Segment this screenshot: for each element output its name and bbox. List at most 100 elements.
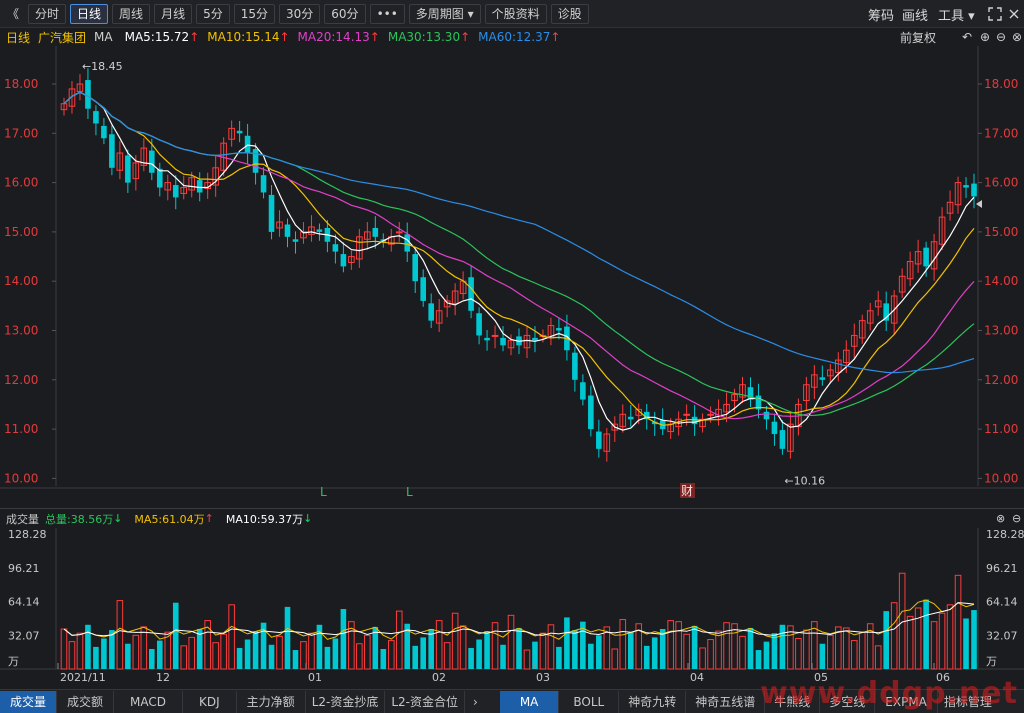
volume-chart[interactable]: 128.28 128.28 96.21 96.21 64.14 64.14 32.07 32.… (0, 528, 1024, 689)
collapse-icon[interactable]: 《 (7, 7, 20, 21)
volume-ma10: MA10:59.37万 (225, 512, 304, 526)
close-icon[interactable] (1008, 0, 1020, 28)
volume-bar (132, 634, 140, 670)
volume-bar (715, 630, 722, 670)
candle-body (188, 177, 196, 191)
tab-yuexian[interactable]: 月线 (154, 3, 193, 24)
price-axis-label-left: 10.00 (4, 471, 38, 485)
volume-bar (643, 645, 650, 669)
zoom-in-icon[interactable]: ⊕ (980, 30, 991, 44)
low-price-annotation: ←10.16 (784, 475, 825, 488)
tab-indicator-manage[interactable]: 指标管理 (943, 695, 992, 709)
tab-main-net[interactable]: 主力净额 (237, 690, 306, 713)
marker-l: L (320, 485, 327, 499)
candle-body (954, 182, 962, 206)
tab-bull-bear[interactable]: 牛熊线 (765, 690, 821, 713)
stock-profile-button[interactable]: 个股资料 (484, 3, 547, 24)
tab-macd[interactable]: MACD (114, 690, 184, 713)
volume-axis-label-right: 64.14 (986, 596, 1018, 609)
tab-boll[interactable]: BOLL (559, 690, 620, 713)
tab-zhouxian[interactable]: 周线 (112, 3, 151, 24)
tab-magic-nine[interactable]: 神奇九转 (619, 690, 687, 713)
diagnose-button[interactable]: 诊股 (550, 3, 589, 24)
price-axis-label-left: 18.00 (4, 77, 38, 91)
candle-body (395, 231, 403, 234)
tab-long-short[interactable]: 多空线 (820, 690, 876, 713)
volume-bar (180, 645, 188, 670)
volume-bar (125, 643, 131, 669)
tab-magic-five[interactable]: 神奇五线谱 (686, 690, 766, 713)
volume-axis-label-left: 128.28 (8, 528, 47, 541)
candle-body (971, 183, 977, 197)
volume-bar (739, 635, 746, 670)
volume-bar (387, 640, 395, 670)
price-axis-label-left: 14.00 (4, 274, 38, 288)
volume-bar (827, 634, 834, 670)
price-chart[interactable]: 18.00 18.00 17.00 17.00 16.00 16.00 15.00 15.00… (0, 46, 1024, 508)
volume-bar (731, 623, 738, 670)
adjust-mode[interactable]: 前复权 (900, 30, 937, 45)
tab-turnover[interactable]: 成交额 (57, 690, 115, 713)
settings-icon[interactable]: ⊗ (996, 512, 1006, 525)
volume-bar (292, 650, 299, 669)
ma60-value: MA60:12.37 (478, 30, 551, 44)
chips-button[interactable]: 筹码 (868, 8, 895, 24)
candle-body (819, 377, 826, 380)
ma5-line (63, 91, 975, 431)
close-icon[interactable]: ⊗ (1012, 30, 1023, 44)
tab-volume[interactable]: 成交量 (0, 690, 58, 713)
volume-bar (101, 638, 107, 669)
fullscreen-icon[interactable] (988, 0, 1002, 28)
volume-bar (476, 639, 482, 669)
volume-bar (340, 609, 347, 669)
candle-body (779, 430, 786, 449)
price-axis-label-left: 15.00 (4, 225, 38, 239)
top-toolbar: 《 分时 日线 周线 月线 5分 15分 30分 60分 ••• 多周期图 ▾ … (0, 0, 1024, 28)
volume-bar (507, 614, 515, 670)
candle-body (842, 349, 850, 364)
price-axis-label-left: 11.00 (4, 422, 38, 436)
candle-body (260, 175, 267, 193)
volume-total: 总量:38.56万 (45, 512, 114, 526)
volume-bar (268, 644, 275, 669)
tab-l2-bottom[interactable]: L2-资金抄底 (306, 690, 386, 713)
more-tabs-icon[interactable]: › (473, 694, 478, 709)
zoom-out-icon[interactable]: ⊖ (996, 30, 1007, 44)
volume-ma5-line (63, 599, 975, 640)
tools-dropdown[interactable]: 工具 ▾ (938, 8, 975, 24)
candle-body (556, 328, 562, 331)
price-axis-label-right: 13.00 (984, 324, 1018, 338)
volume-bar (866, 623, 874, 670)
volume-bar (747, 627, 754, 669)
undo-icon[interactable]: ↶ (962, 30, 973, 44)
tab-l2-position[interactable]: L2-资金合位 (385, 690, 465, 713)
tab-kdj[interactable]: KDJ (183, 690, 237, 713)
candle-body (316, 229, 323, 232)
volume-bar (635, 623, 643, 670)
volume-bar (395, 610, 403, 670)
marker-l: L (406, 485, 413, 499)
minus-icon[interactable]: ⊖ (1012, 512, 1022, 525)
tab-60min[interactable]: 60分 (324, 3, 366, 24)
stock-name[interactable]: 广汽集团 (38, 30, 87, 45)
tab-15min[interactable]: 15分 (233, 3, 275, 24)
x-axis-label: 04 (690, 671, 704, 684)
candle-body (731, 394, 738, 402)
ma10-value: MA10:15.14 (207, 30, 280, 44)
volume-bar (164, 631, 172, 670)
volume-label[interactable]: 成交量 (6, 512, 39, 526)
candle-body (476, 313, 482, 336)
tab-ma[interactable]: MA (499, 690, 560, 713)
tab-30min[interactable]: 30分 (279, 3, 321, 24)
volume-bar (683, 633, 690, 670)
tab-expma[interactable]: EXPMA (875, 690, 938, 713)
candle-body (244, 135, 251, 154)
volume-bar (564, 617, 570, 669)
multi-period-dropdown[interactable]: 多周期图 ▾ (408, 3, 481, 24)
tab-5min[interactable]: 5分 (196, 3, 230, 24)
more-periods-button[interactable]: ••• (369, 3, 405, 24)
indicator-name[interactable]: MA (94, 30, 113, 44)
tab-fenshi[interactable]: 分时 (28, 3, 67, 24)
draw-button[interactable]: 画线 (902, 8, 929, 24)
tab-rixian[interactable]: 日线 (70, 3, 109, 24)
